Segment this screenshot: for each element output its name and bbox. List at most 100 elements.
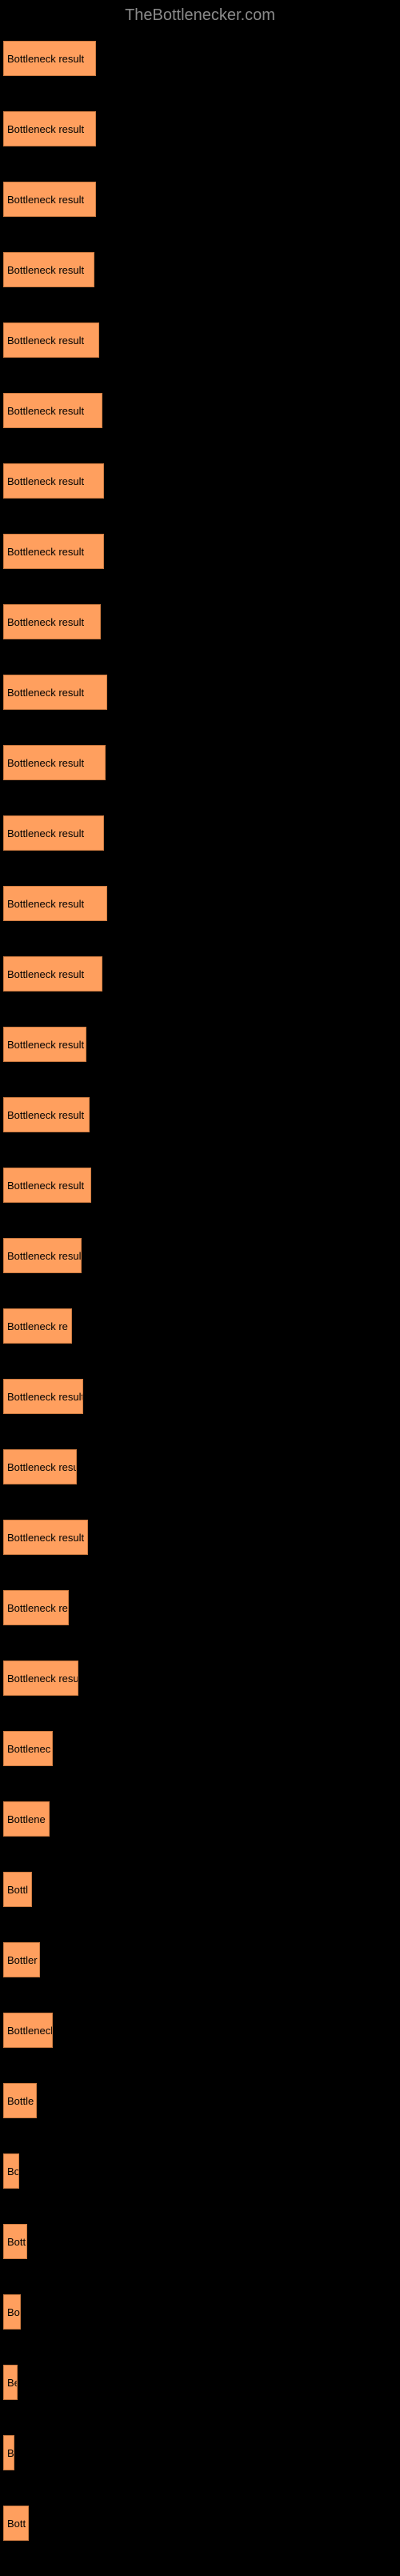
bar-row: Bottleneck result	[3, 1097, 400, 1132]
bar-label: Bottleneck resu	[7, 1461, 77, 1473]
bar-label: Bottleneck result	[7, 1250, 82, 1262]
bar: Bottleneck	[3, 2013, 53, 2048]
bar-row: Bottleneck result	[3, 463, 400, 499]
bar: Bottleneck result	[3, 463, 104, 499]
bar: Bottler	[3, 1942, 40, 1977]
bar-row: B	[3, 2435, 400, 2470]
bar-row: Bottlene	[3, 1801, 400, 1837]
bar-label: Bottleneck result	[7, 687, 84, 699]
bar-label: Bottleneck result	[7, 53, 84, 65]
bar-label: Bottleneck result	[7, 194, 84, 206]
bar-chart: Bottleneck result Bottleneck result Bottle…	[0, 41, 400, 2541]
bar: Be	[3, 2365, 18, 2400]
bar-label: Bottleneck re	[7, 1320, 68, 1332]
bar-row: Bottl	[3, 1872, 400, 1907]
bar-row: Bottleneck resu	[3, 1661, 400, 1696]
bar: Bottleneck result	[3, 111, 96, 146]
bar-row: Bottleneck result	[3, 604, 400, 639]
bar: Bo	[3, 2294, 21, 2330]
bar: Bottl	[3, 1872, 32, 1907]
bar: Bottle	[3, 2083, 37, 2118]
bar-row: Bott	[3, 2224, 400, 2259]
bar: Bottlenec	[3, 1731, 53, 1766]
bar: Bottleneck result	[3, 41, 96, 76]
bar-label: Bottleneck result	[7, 1180, 84, 1192]
bar-label: Bottleneck result	[7, 1532, 84, 1544]
bar: Bottlene	[3, 1801, 50, 1837]
bar-row: Bottleneck result	[3, 1379, 400, 1414]
bar: Bo	[3, 2153, 19, 2189]
bar-row: Bottleneck result	[3, 393, 400, 428]
bar-label: Bo	[7, 2165, 19, 2177]
bar-label: Bottleneck result	[7, 475, 84, 487]
bar: Bottleneck result	[3, 1238, 82, 1273]
page-header: TheBottlenecker.com	[0, 6, 400, 25]
bar: Bottleneck result	[3, 604, 101, 639]
bar-label: Bottleneck result	[7, 1039, 84, 1051]
bar-row: Bottleneck result	[3, 111, 400, 146]
bar: Bottleneck result	[3, 1168, 91, 1203]
bar-label: Bottleneck result	[7, 827, 84, 839]
bar-row: Bo	[3, 2294, 400, 2330]
bar-label: Bottleneck result	[7, 405, 84, 417]
bar-label: Bottleneck result	[7, 123, 84, 135]
bar-row: Bottleneck	[3, 2013, 400, 2048]
bar: Bottleneck re	[3, 1308, 72, 1344]
bar: Bottleneck result	[3, 323, 99, 358]
bar: Bottleneck result	[3, 1520, 88, 1555]
bar-label: Bottleneck result	[7, 616, 84, 628]
bar-label: Bottleneck result	[7, 546, 84, 558]
bar-row: Bottleneck result	[3, 815, 400, 851]
bar-row: Bottleneck result	[3, 886, 400, 921]
bar-row: Bottleneck result	[3, 675, 400, 710]
bar: Bottleneck resu	[3, 1449, 77, 1484]
bar-row: Bottler	[3, 1942, 400, 1977]
bar: Bottleneck result	[3, 534, 104, 569]
bar-row: Bottlenec	[3, 1731, 400, 1766]
bar-label: Bottleneck result	[7, 335, 84, 347]
bar: Bottleneck result	[3, 956, 102, 992]
bar-row: Bottleneck result	[3, 182, 400, 217]
bar-label: Bottlenec	[7, 1743, 50, 1755]
bar: Bottleneck result	[3, 252, 94, 287]
bar-row: Bottleneck result	[3, 1238, 400, 1273]
bar-label: Bottle	[7, 2095, 34, 2107]
bar-label: Bottleneck result	[7, 757, 84, 769]
bar-label: Bottleneck result	[7, 1109, 84, 1121]
bar-row: Bottleneck resu	[3, 1449, 400, 1484]
bar: Bottleneck result	[3, 675, 107, 710]
bar-row: Bottleneck result	[3, 252, 400, 287]
bar-row: Bottleneck result	[3, 1027, 400, 1062]
bar-label: Bottleneck result	[7, 1391, 83, 1403]
bar-row: Be	[3, 2365, 400, 2400]
bar-label: Bottleneck result	[7, 264, 84, 276]
bar-row: Bottleneck result	[3, 1168, 400, 1203]
bar-label: Bottleneck	[7, 2025, 53, 2037]
bar: Bottleneck result	[3, 815, 104, 851]
bar-row: Bottleneck result	[3, 41, 400, 76]
bar: Bottleneck result	[3, 1097, 90, 1132]
bar-label: Bottleneck resu	[7, 1673, 78, 1685]
bar-row: Bott	[3, 2506, 400, 2541]
bar-row: Bottleneck re	[3, 1308, 400, 1344]
bar-label: Bott	[7, 2518, 26, 2530]
bar: Bottleneck result	[3, 393, 102, 428]
bar-row: Bottleneck result	[3, 745, 400, 780]
bar-row: Bottleneck result	[3, 956, 400, 992]
bar-label: Bottleneck result	[7, 898, 84, 910]
bar: Bottleneck resu	[3, 1661, 78, 1696]
bar-label: Be	[7, 2377, 18, 2389]
bar-label: Bo	[7, 2306, 20, 2318]
bar-row: Bottleneck result	[3, 323, 400, 358]
bar: Bott	[3, 2506, 29, 2541]
bar-label: Bottleneck result	[7, 968, 84, 980]
bar: Bottleneck result	[3, 182, 96, 217]
bar-row: Bottleneck result	[3, 1520, 400, 1555]
bar: Bott	[3, 2224, 27, 2259]
bar-row: Bottle	[3, 2083, 400, 2118]
bar: Bottleneck result	[3, 886, 107, 921]
bar: B	[3, 2435, 14, 2470]
header-title: TheBottlenecker.com	[125, 6, 275, 24]
bar: Bottleneck re	[3, 1590, 69, 1625]
bar: Bottleneck result	[3, 1379, 83, 1414]
